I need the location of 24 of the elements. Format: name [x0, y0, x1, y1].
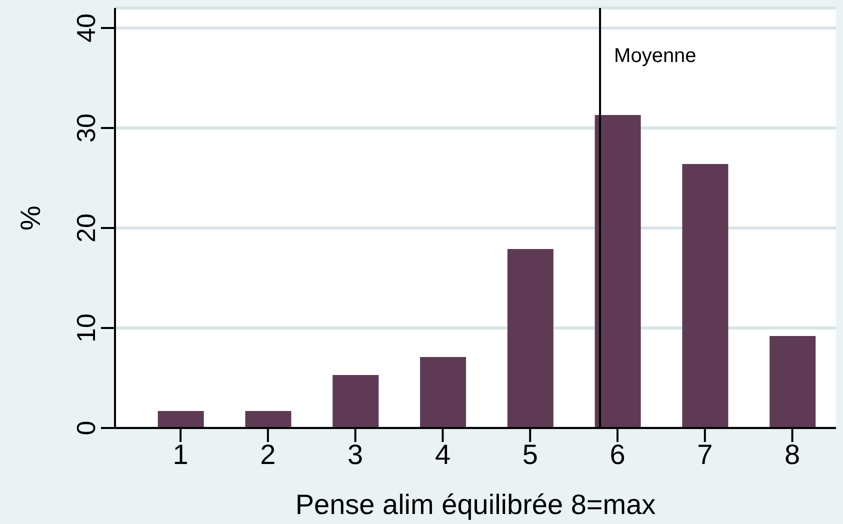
x-tick-label: 2 [260, 438, 276, 470]
y-tick-label: 10 [71, 314, 101, 342]
bar [332, 375, 379, 428]
ref-line-label: Moyenne [614, 45, 696, 67]
x-tick-label: 6 [610, 438, 626, 470]
bar [770, 336, 816, 428]
bar [682, 164, 728, 428]
y-tick-label: 40 [71, 14, 101, 42]
x-tick-label: 5 [522, 438, 538, 470]
y-axis-title: % [14, 206, 46, 230]
x-axis-title: Pense alim équilibrée 8=max [295, 489, 656, 520]
bar [420, 357, 466, 428]
y-tick-label: 0 [71, 420, 101, 436]
bar [158, 411, 204, 428]
bar [594, 115, 641, 428]
y-tick-label: 30 [71, 114, 101, 142]
x-tick-label: 4 [434, 438, 451, 470]
bar [245, 411, 292, 428]
bar [507, 249, 554, 428]
x-tick-label: 3 [348, 438, 364, 470]
x-tick-label: 7 [697, 438, 713, 470]
x-tick-label: 8 [784, 438, 800, 470]
y-tick-label: 20 [71, 214, 101, 242]
x-tick-label: 1 [172, 438, 188, 470]
